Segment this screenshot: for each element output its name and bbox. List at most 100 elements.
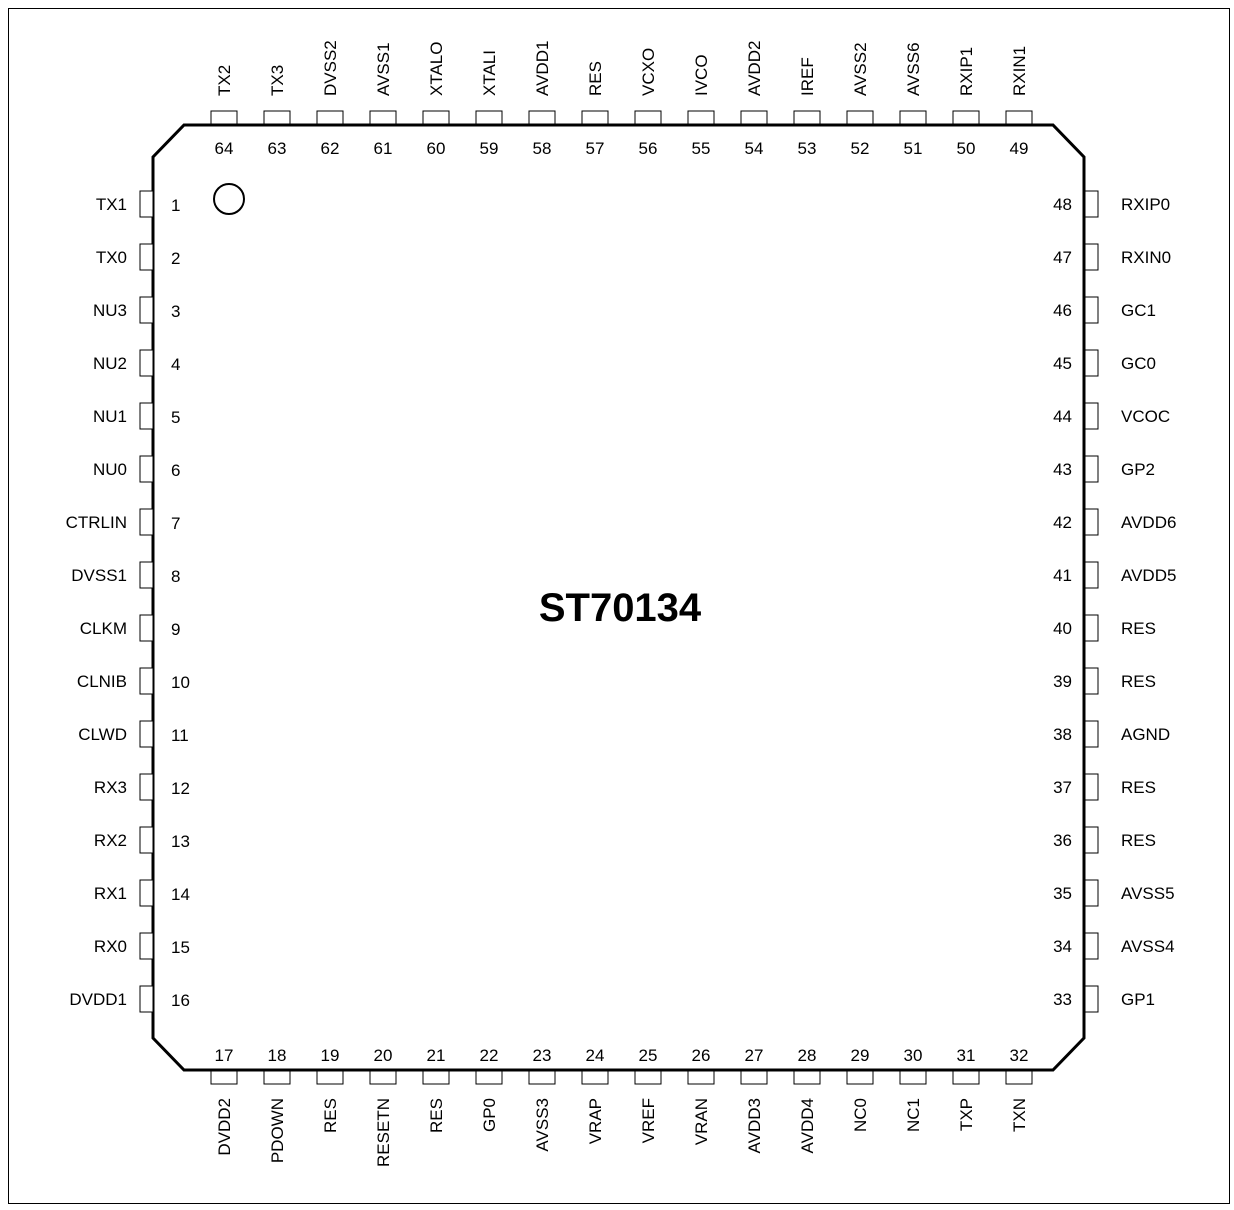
pin-18-name: PDOWN [268, 1098, 287, 1163]
pin-34-lead [1084, 932, 1099, 960]
pin1-marker [213, 183, 245, 215]
pin-60-lead [422, 110, 450, 125]
pin-61-lead [369, 110, 397, 125]
pin-10-number: 10 [171, 673, 190, 692]
pin-62-number: 62 [321, 139, 340, 158]
pin-37-name: RES [1121, 778, 1156, 797]
pin-63-name: TX3 [268, 65, 287, 96]
pin-62-name: DVSS2 [321, 40, 340, 96]
pin-12-number: 12 [171, 779, 190, 798]
pin-36-lead [1084, 826, 1099, 854]
pin-64-number: 64 [215, 139, 234, 158]
pin-41-lead [1084, 561, 1099, 589]
pin-10-lead [139, 667, 154, 695]
pin-28-number: 28 [798, 1046, 817, 1065]
pin-25-name: VREF [639, 1098, 658, 1143]
pin-57-number: 57 [586, 139, 605, 158]
pin-30-name: NC1 [904, 1098, 923, 1132]
pin-8-name: DVSS1 [71, 566, 127, 585]
pin-46-lead [1084, 296, 1099, 324]
pin-36-name: RES [1121, 831, 1156, 850]
pin-39-lead [1084, 667, 1099, 695]
package-body [151, 123, 1086, 1072]
pin-35-lead [1084, 879, 1099, 907]
pin-31-name: TXP [957, 1098, 976, 1131]
pin-56-number: 56 [639, 139, 658, 158]
pin-6-name: NU0 [93, 460, 127, 479]
pin-20-lead [369, 1070, 397, 1085]
pin-12-lead [139, 773, 154, 801]
pin-63-number: 63 [268, 139, 287, 158]
pin-30-lead [899, 1070, 927, 1085]
pin-1-lead [139, 190, 154, 218]
pin-46-number: 46 [1053, 301, 1072, 320]
pin-7-name: CTRLIN [66, 513, 127, 532]
pin-13-number: 13 [171, 832, 190, 851]
pin-54-lead [740, 110, 768, 125]
pin-50-number: 50 [957, 139, 976, 158]
pin-56-name: VCXO [639, 48, 658, 96]
pin-11-number: 11 [171, 726, 189, 745]
pin-5-lead [139, 402, 154, 430]
pin-17-name: DVDD2 [215, 1098, 234, 1156]
pin-57-lead [581, 110, 609, 125]
pin-9-lead [139, 614, 154, 642]
pin-45-name: GC0 [1121, 354, 1156, 373]
pin-25-lead [634, 1070, 662, 1085]
pin-42-lead [1084, 508, 1099, 536]
pin-9-name: CLKM [80, 619, 127, 638]
pin-33-name: GP1 [1121, 990, 1155, 1009]
pin-64-name: TX2 [215, 65, 234, 96]
pin-19-number: 19 [321, 1046, 340, 1065]
pin-43-name: GP2 [1121, 460, 1155, 479]
pin-23-number: 23 [533, 1046, 552, 1065]
pin-17-number: 17 [215, 1046, 234, 1065]
pin-61-name: AVSS1 [374, 42, 393, 96]
pin-16-lead [139, 985, 154, 1013]
pin-29-number: 29 [851, 1046, 870, 1065]
pin-53-name: IREF [798, 57, 817, 96]
pin-21-lead [422, 1070, 450, 1085]
pin-55-lead [687, 110, 715, 125]
pin-12-name: RX3 [94, 778, 127, 797]
pin-59-name: XTALI [480, 50, 499, 96]
pin-32-lead [1005, 1070, 1033, 1085]
pin-45-number: 45 [1053, 354, 1072, 373]
pin-38-name: AGND [1121, 725, 1170, 744]
pin-61-number: 61 [374, 139, 393, 158]
pin-26-name: VRAN [692, 1098, 711, 1145]
pin-1-number: 1 [171, 196, 180, 215]
pin-3-name: NU3 [93, 301, 127, 320]
pin-35-name: AVSS5 [1121, 884, 1175, 903]
pin-39-name: RES [1121, 672, 1156, 691]
pin-2-number: 2 [171, 249, 180, 268]
pin-2-name: TX0 [96, 248, 127, 267]
pin-58-number: 58 [533, 139, 552, 158]
pin-7-lead [139, 508, 154, 536]
pin-48-number: 48 [1053, 195, 1072, 214]
pin-58-name: AVDD1 [533, 41, 552, 96]
pin-32-number: 32 [1010, 1046, 1029, 1065]
pin-13-name: RX2 [94, 831, 127, 850]
pin-16-number: 16 [171, 991, 190, 1010]
pin-6-number: 6 [171, 461, 180, 480]
pin-27-lead [740, 1070, 768, 1085]
pin-6-lead [139, 455, 154, 483]
pin-44-name: VCOC [1121, 407, 1170, 426]
pin-24-number: 24 [586, 1046, 605, 1065]
pin-45-lead [1084, 349, 1099, 377]
pin-14-number: 14 [171, 885, 190, 904]
pin-49-name: RXIN1 [1010, 46, 1029, 96]
pin-18-number: 18 [268, 1046, 287, 1065]
pin-40-name: RES [1121, 619, 1156, 638]
pin-11-lead [139, 720, 154, 748]
pin-13-lead [139, 826, 154, 854]
pin-29-name: NC0 [851, 1098, 870, 1132]
pin-55-name: IVCO [692, 54, 711, 96]
pin-19-name: RES [321, 1098, 340, 1133]
pin-42-name: AVDD6 [1121, 513, 1176, 532]
pin-20-number: 20 [374, 1046, 393, 1065]
pin-26-lead [687, 1070, 715, 1085]
pin-48-name: RXIP0 [1121, 195, 1170, 214]
pin-48-lead [1084, 190, 1099, 218]
